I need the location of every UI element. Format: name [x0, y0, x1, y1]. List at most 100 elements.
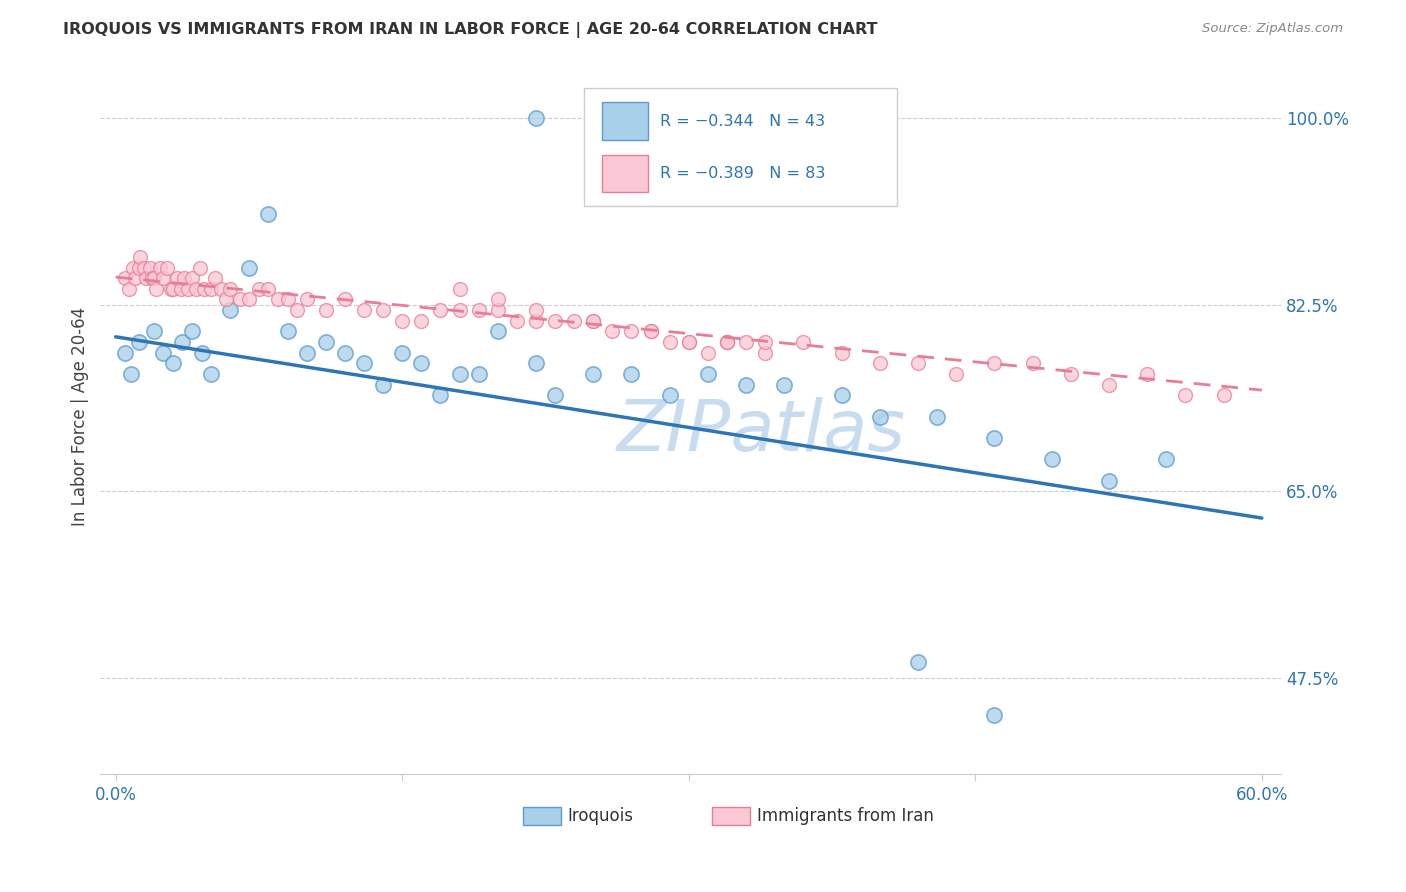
Text: R = −0.389   N = 83: R = −0.389 N = 83 — [659, 166, 825, 181]
Point — [1098, 474, 1121, 488]
FancyBboxPatch shape — [711, 807, 749, 825]
Point — [716, 335, 738, 350]
Point — [184, 282, 207, 296]
Point — [640, 325, 662, 339]
Text: Immigrants from Iran: Immigrants from Iran — [756, 807, 934, 825]
Point — [506, 314, 529, 328]
Point — [429, 388, 451, 402]
Point — [152, 346, 174, 360]
Point — [467, 367, 489, 381]
Point — [162, 282, 184, 296]
Point — [658, 388, 681, 402]
Point — [983, 431, 1005, 445]
Point — [696, 346, 718, 360]
Point — [371, 303, 394, 318]
Y-axis label: In Labor Force | Age 20-64: In Labor Force | Age 20-64 — [72, 307, 89, 526]
Point — [449, 282, 471, 296]
Point — [173, 271, 195, 285]
Point — [678, 335, 700, 350]
Point — [696, 367, 718, 381]
Point — [907, 356, 929, 370]
Point — [983, 708, 1005, 723]
Point — [602, 325, 624, 339]
Point — [524, 356, 547, 370]
Point — [735, 377, 758, 392]
Point — [139, 260, 162, 275]
Text: IROQUOIS VS IMMIGRANTS FROM IRAN IN LABOR FORCE | AGE 20-64 CORRELATION CHART: IROQUOIS VS IMMIGRANTS FROM IRAN IN LABO… — [63, 22, 877, 38]
Point — [716, 335, 738, 350]
Point — [193, 282, 215, 296]
Point — [620, 367, 643, 381]
Point — [295, 346, 318, 360]
Point — [907, 655, 929, 669]
Text: Source: ZipAtlas.com: Source: ZipAtlas.com — [1202, 22, 1343, 36]
Point — [620, 325, 643, 339]
Point — [678, 335, 700, 350]
Point — [120, 367, 142, 381]
Point — [215, 293, 238, 307]
Point — [156, 260, 179, 275]
Point — [869, 409, 891, 424]
Point — [152, 271, 174, 285]
Point — [169, 282, 191, 296]
Point — [524, 112, 547, 126]
Point — [160, 282, 183, 296]
Point — [188, 260, 211, 275]
Point — [229, 293, 252, 307]
Point — [1174, 388, 1197, 402]
Point — [295, 293, 318, 307]
Point — [582, 367, 605, 381]
Point — [1156, 452, 1178, 467]
Point — [162, 356, 184, 370]
Point — [391, 346, 413, 360]
Point — [754, 346, 776, 360]
Point — [353, 303, 375, 318]
Point — [257, 282, 280, 296]
Point — [449, 303, 471, 318]
Point — [145, 282, 167, 296]
Point — [544, 388, 567, 402]
Point — [869, 356, 891, 370]
Point — [177, 282, 200, 296]
Point — [1040, 452, 1063, 467]
Point — [333, 346, 356, 360]
Point — [582, 314, 605, 328]
Point — [1212, 388, 1234, 402]
Text: ZIPatlas: ZIPatlas — [617, 397, 905, 466]
FancyBboxPatch shape — [585, 88, 897, 206]
Point — [429, 303, 451, 318]
Point — [219, 282, 242, 296]
Point — [135, 271, 157, 285]
Point — [128, 335, 150, 350]
Point — [238, 293, 260, 307]
Point — [353, 356, 375, 370]
FancyBboxPatch shape — [523, 807, 561, 825]
Point — [449, 367, 471, 381]
Point — [1021, 356, 1043, 370]
Point — [315, 335, 337, 350]
Point — [467, 303, 489, 318]
Point — [411, 314, 433, 328]
Point — [128, 260, 150, 275]
Point — [735, 335, 758, 350]
Point — [148, 260, 170, 275]
Point — [219, 303, 242, 318]
Point — [200, 282, 222, 296]
Point — [831, 346, 853, 360]
Point — [134, 260, 156, 275]
Point — [411, 356, 433, 370]
Point — [640, 325, 662, 339]
Point — [486, 325, 509, 339]
Point — [129, 250, 152, 264]
Point — [118, 282, 141, 296]
Text: R = −0.344   N = 43: R = −0.344 N = 43 — [659, 113, 825, 128]
Point — [754, 335, 776, 350]
FancyBboxPatch shape — [602, 154, 648, 192]
Point — [1098, 377, 1121, 392]
FancyBboxPatch shape — [602, 103, 648, 140]
Point — [181, 325, 204, 339]
Point — [209, 282, 232, 296]
Point — [124, 271, 146, 285]
Point — [391, 314, 413, 328]
Point — [658, 335, 681, 350]
